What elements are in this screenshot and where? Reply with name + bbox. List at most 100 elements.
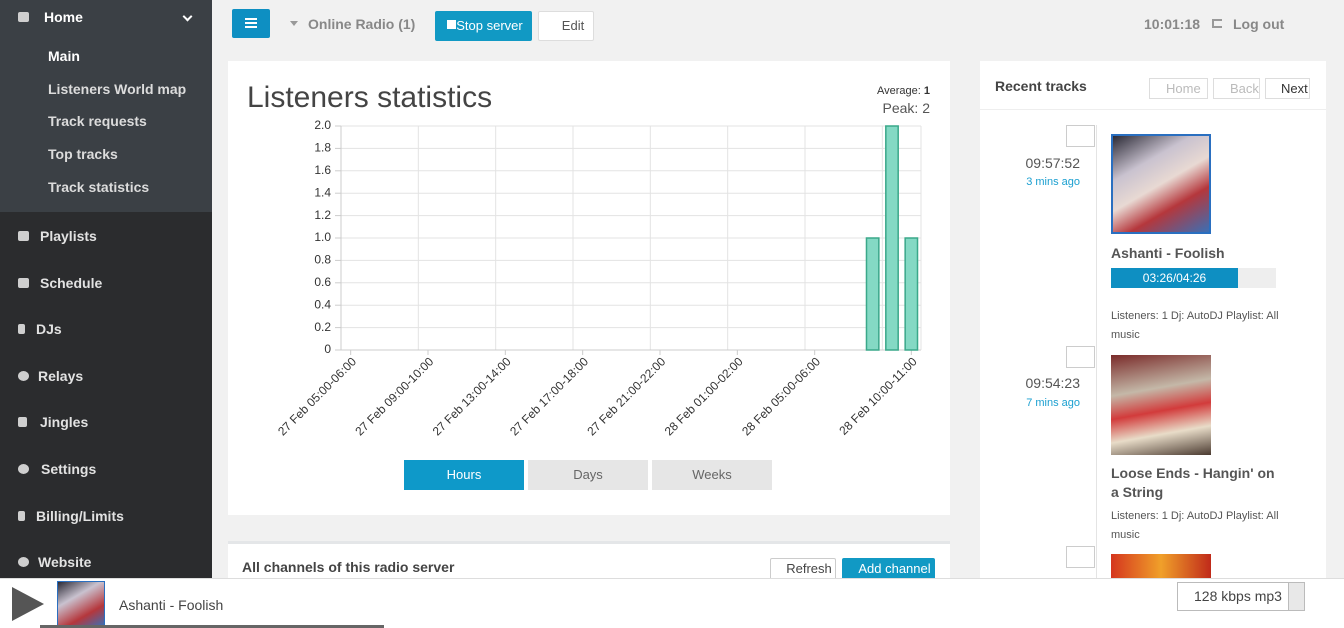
- menu-link[interactable]: Website: [38, 554, 92, 570]
- play-icon: [12, 587, 44, 621]
- progress-text: 03:26/04:26: [1142, 271, 1207, 285]
- menu-toggle[interactable]: [232, 9, 270, 38]
- track-icon: [1066, 346, 1095, 368]
- album-art: [1111, 554, 1211, 578]
- y-tick-label: 2.0: [314, 118, 331, 132]
- y-tick-label: 1.8: [314, 141, 331, 155]
- track-time: 09:54:23: [1025, 375, 1081, 391]
- value: 2: [922, 100, 930, 116]
- track-ago: 3 mins ago: [1026, 176, 1080, 188]
- station-select[interactable]: Online Radio (1): [308, 16, 416, 32]
- range-button[interactable]: Hours: [404, 460, 524, 490]
- icon: [18, 278, 29, 288]
- x-tick-label: 27 Feb 17:00-18:00: [507, 354, 591, 438]
- caret: [290, 21, 298, 30]
- x-tick-label: 27 Feb 21:00-22:00: [584, 354, 668, 438]
- peak: Peak: 2: [883, 100, 931, 116]
- x-tick-label: 27 Feb 13:00-14:00: [430, 354, 514, 438]
- stop-server-button[interactable]: Stop server: [435, 11, 532, 41]
- x-tick-label: 27 Feb 05:00-06:00: [275, 354, 359, 438]
- refresh-button[interactable]: Refresh: [770, 558, 836, 580]
- average: Average: 1: [877, 85, 930, 97]
- track-time: 09:57:52: [1025, 155, 1081, 171]
- track-icon: [1066, 125, 1095, 147]
- play-button[interactable]: [12, 587, 46, 621]
- panel-title: All channels of this radio server: [242, 559, 455, 575]
- icon: [447, 20, 456, 29]
- home-link[interactable]: Home: [44, 9, 83, 25]
- timeline: [1096, 125, 1097, 578]
- y-tick-label: 0: [324, 342, 331, 356]
- bar: [885, 125, 899, 351]
- label: Average:: [876, 85, 921, 97]
- y-tick-label: 1.0: [314, 230, 331, 244]
- clock: 10:01:18: [1144, 16, 1201, 32]
- edit-button[interactable]: Edit: [538, 11, 594, 41]
- select-arrow: [1288, 583, 1304, 610]
- submenu-link[interactable]: Track requests: [48, 113, 147, 129]
- menu-link[interactable]: Settings: [41, 461, 97, 477]
- submenu-link[interactable]: Top tracks: [48, 146, 118, 162]
- icon: [18, 464, 29, 474]
- logout-link[interactable]: Log out: [1233, 16, 1285, 32]
- quality-select[interactable]: 128 kbps mp3: [1177, 582, 1305, 611]
- icon: [1212, 19, 1222, 28]
- divider: [980, 109, 1326, 110]
- bar: [865, 237, 880, 351]
- y-tick-label: 1.6: [314, 163, 331, 177]
- track-info: Listeners: 1 Dj: AutoDJ Playlist: All mu…: [1111, 310, 1279, 341]
- track-title: Loose Ends - Hangin' on a String: [1111, 465, 1275, 500]
- progress-fill: [1111, 268, 1238, 288]
- menu-link[interactable]: Playlists: [40, 228, 97, 244]
- album-art: [1111, 355, 1211, 455]
- x-tick-label: 28 Feb 01:00-02:00: [662, 354, 746, 438]
- value: 1: [923, 85, 930, 97]
- submenu-link[interactable]: Track statistics: [48, 179, 150, 195]
- menu-link[interactable]: Relays: [38, 368, 84, 384]
- menu-link[interactable]: Schedule: [40, 275, 103, 291]
- player-art: [57, 581, 105, 627]
- home-section: [0, 0, 212, 212]
- quality: 128 kbps mp3: [1194, 588, 1282, 604]
- menu-link[interactable]: Billing/Limits: [36, 508, 124, 524]
- y-tick-label: 0.6: [314, 275, 331, 289]
- hamburger-icon: [245, 18, 257, 20]
- y-tick-label: 0.4: [314, 297, 331, 311]
- x-tick-label: 27 Feb 09:00-10:00: [352, 354, 436, 438]
- seek-bar: [40, 625, 384, 628]
- track-ago: 7 mins ago: [1026, 397, 1080, 409]
- track-info: Listeners: 1 Dj: AutoDJ Playlist: All mu…: [1111, 510, 1279, 541]
- channels-panel: All channels of this radio server Refres…: [228, 541, 950, 580]
- y-tick-label: 0.2: [314, 320, 331, 334]
- progress: 03:26/04:26: [1111, 268, 1276, 288]
- nav-button[interactable]: Home: [1149, 78, 1208, 99]
- y-tick-label: 0.8: [314, 253, 331, 267]
- add-channel-button[interactable]: Add channel: [842, 558, 935, 580]
- sidebar: Home Main Listeners World map Track requ…: [0, 0, 212, 578]
- icon: [18, 12, 29, 22]
- icon: [18, 557, 29, 567]
- icon: [18, 371, 29, 381]
- submenu-link[interactable]: Listeners World map: [48, 81, 187, 97]
- x-tick-label: 28 Feb 05:00-06:00: [739, 354, 823, 438]
- panel-title: Recent tracks: [995, 78, 1087, 94]
- y-tick-label: 1.2: [314, 208, 331, 222]
- chart: 0 0.2 0.4 0.6 0.8 1.0 1.2 1.4 1.6 1.8 2.0 27 Feb 05…: [275, 118, 922, 438]
- submenu-link[interactable]: Main: [48, 48, 80, 64]
- track-icon: [1066, 546, 1095, 568]
- nav-button[interactable]: Back: [1213, 78, 1260, 99]
- icon: [18, 231, 29, 241]
- range-button[interactable]: Weeks: [652, 460, 772, 490]
- icon: [18, 324, 25, 334]
- track-title: Ashanti - Foolish: [1111, 245, 1225, 261]
- nav-button[interactable]: Next: [1265, 78, 1310, 99]
- player-bar: Ashanti - Foolish 128 kbps mp3: [0, 578, 1344, 628]
- range-button[interactable]: Days: [528, 460, 648, 490]
- label: Peak:: [882, 100, 919, 116]
- album-art: [1111, 134, 1211, 234]
- bar: [904, 237, 919, 351]
- menu-link[interactable]: Jingles: [40, 414, 89, 430]
- menu-link[interactable]: DJs: [36, 321, 62, 337]
- panel-title: Listeners statistics: [247, 81, 493, 114]
